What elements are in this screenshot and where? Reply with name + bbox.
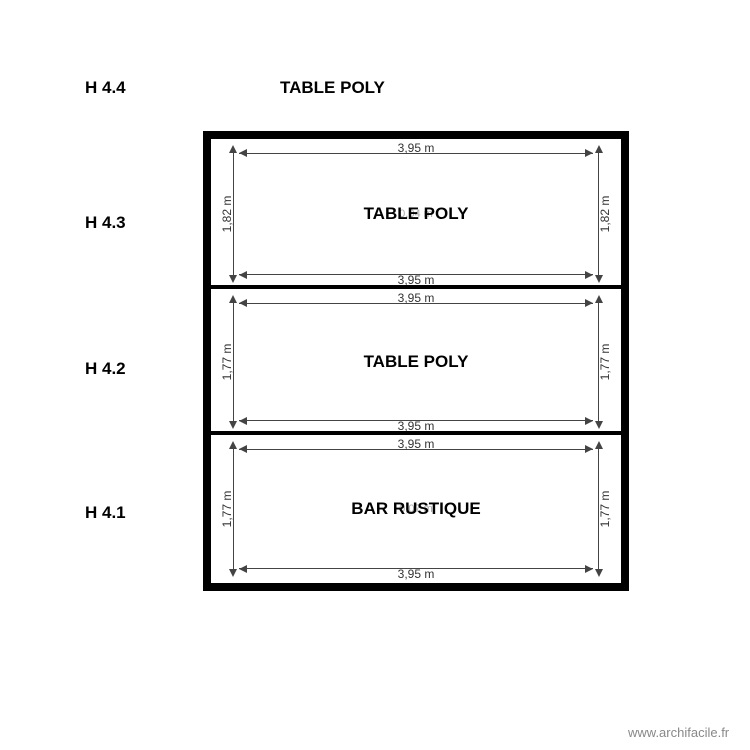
arrow-up-icon — [595, 145, 603, 153]
row-label-4-2: H 4.2 — [85, 359, 126, 379]
arrow-down-icon — [595, 275, 603, 283]
arrow-down-icon — [229, 569, 237, 577]
floor-plan: { "title": "TABLE POLY", "title_pos": {"… — [0, 0, 750, 750]
hdim-top-label: 3,95 m — [211, 291, 621, 305]
plan-outer-box: 3,95 m 3,95 m 1,82 m 1,82 m 0,04 m TABLE… — [203, 131, 629, 591]
row-label-4-3: H 4.3 — [85, 213, 126, 233]
arrow-up-icon — [595, 441, 603, 449]
arrow-up-icon — [229, 441, 237, 449]
arrow-down-icon — [229, 275, 237, 283]
watermark-link[interactable]: www.archifacile.fr — [628, 725, 729, 740]
cell-main-label: BAR RUSTIQUE — [211, 499, 621, 519]
row-label-4-1: H 4.1 — [85, 503, 126, 523]
arrow-up-icon — [229, 295, 237, 303]
cell-main-label: TABLE POLY — [211, 352, 621, 372]
arrow-up-icon — [229, 145, 237, 153]
cell-main-label: TABLE POLY — [211, 204, 621, 224]
room-cell-middle: 3,95 m 3,95 m 1,77 m 1,77 m TABLE POLY — [207, 285, 625, 439]
hdim-top-label: 3,95 m — [211, 141, 621, 155]
room-cell-top: 3,95 m 3,95 m 1,82 m 1,82 m 0,04 m TABLE… — [207, 135, 625, 293]
arrow-down-icon — [229, 421, 237, 429]
arrow-up-icon — [595, 295, 603, 303]
arrow-down-icon — [595, 569, 603, 577]
diagram-title: TABLE POLY — [280, 78, 385, 98]
row-label-4-4: H 4.4 — [85, 78, 126, 98]
arrow-down-icon — [595, 421, 603, 429]
hdim-bottom-label: 3,95 m — [211, 567, 621, 581]
hdim-top-label: 3,95 m — [211, 437, 621, 451]
room-cell-bottom: 3,95 m 3,95 m 1,77 m 1,77 m 0,07 m BAR R… — [207, 431, 625, 587]
